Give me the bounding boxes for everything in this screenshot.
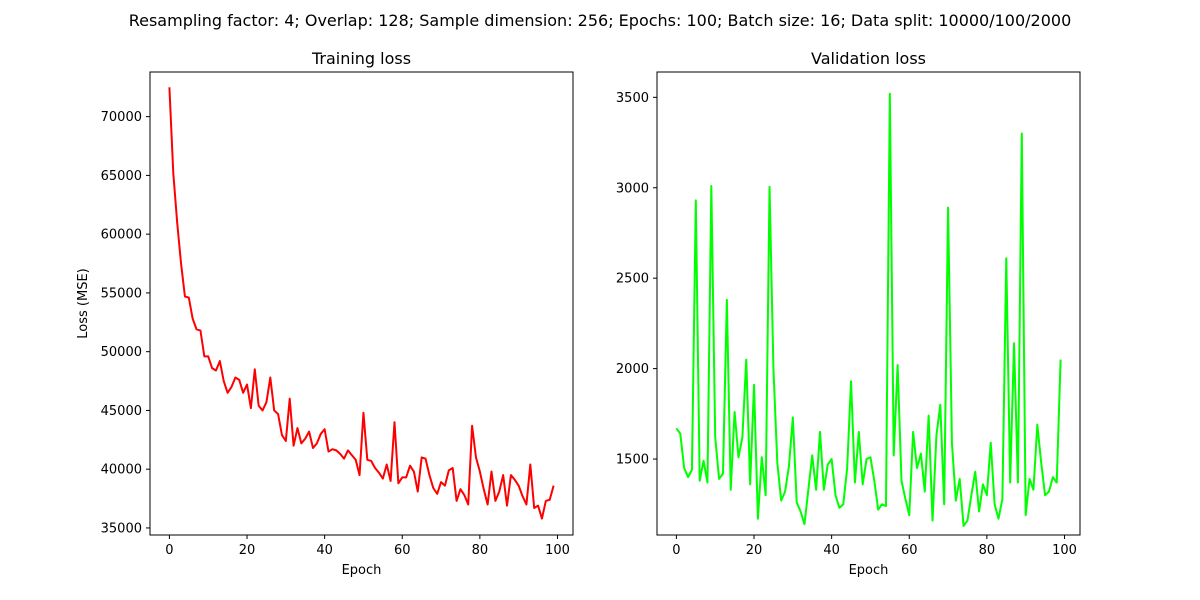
training-loss-ytick-label: 65000 (101, 169, 142, 184)
validation-loss-title: Validation loss (811, 49, 926, 68)
training-loss-title: Training loss (311, 49, 411, 68)
training-loss-xtick-label: 80 (472, 543, 489, 558)
training-loss-ytick-label: 40000 (101, 463, 142, 478)
training-loss-frame (149, 71, 574, 536)
figure-suptitle: Resampling factor: 4; Overlap: 128; Samp… (129, 11, 1072, 30)
validation-loss-ytick-label: 2500 (616, 272, 649, 287)
training-loss-xtick-label: 60 (394, 543, 411, 558)
training-loss-ytick-label: 35000 (101, 521, 142, 536)
training-loss-series-line (168, 87, 555, 520)
validation-loss-series-line (675, 92, 1062, 527)
validation-loss-xlabel: Epoch (849, 563, 889, 578)
training-loss-ytick-label: 55000 (101, 286, 142, 301)
training-loss-panel: Training loss 0 20 40 60 80 100 35000 40000 4500… (76, 49, 574, 578)
validation-loss-xtick-label: 80 (979, 543, 996, 558)
training-loss-xtick-label: 100 (545, 543, 570, 558)
training-loss-xtick-label: 20 (239, 543, 256, 558)
validation-loss-ytick-label: 2000 (616, 362, 649, 377)
training-loss-xtick-label: 0 (165, 543, 173, 558)
training-loss-ytick-label: 70000 (101, 110, 142, 125)
validation-loss-xtick-label: 60 (901, 543, 918, 558)
validation-loss-xtick-label: 0 (672, 543, 680, 558)
validation-loss-xtick-label: 40 (823, 543, 840, 558)
validation-loss-frame (656, 71, 1081, 536)
validation-loss-xtick-label: 100 (1052, 543, 1077, 558)
validation-loss-xtick-label: 20 (746, 543, 763, 558)
training-loss-ytick-label: 50000 (101, 345, 142, 360)
training-loss-ytick-label: 60000 (101, 228, 142, 243)
validation-loss-ytick-label: 3500 (616, 91, 649, 106)
training-loss-xlabel: Epoch (342, 563, 382, 578)
validation-loss-ytick-label: 1500 (616, 453, 649, 468)
training-loss-ytick-label: 45000 (101, 404, 142, 419)
validation-loss-plot: 0 20 40 60 80 100 1500 2000 2500 3000 3500 (616, 91, 1077, 558)
validation-loss-panel: Validation loss 0 20 40 60 80 100 1500 2000 2500… (616, 49, 1081, 578)
training-loss-ylabel: Loss (MSE) (76, 268, 91, 338)
training-loss-plot: 0 20 40 60 80 100 35000 40000 45000 50000 55000 600… (101, 87, 570, 558)
training-loss-xtick-label: 40 (316, 543, 333, 558)
validation-loss-ytick-label: 3000 (616, 181, 649, 196)
